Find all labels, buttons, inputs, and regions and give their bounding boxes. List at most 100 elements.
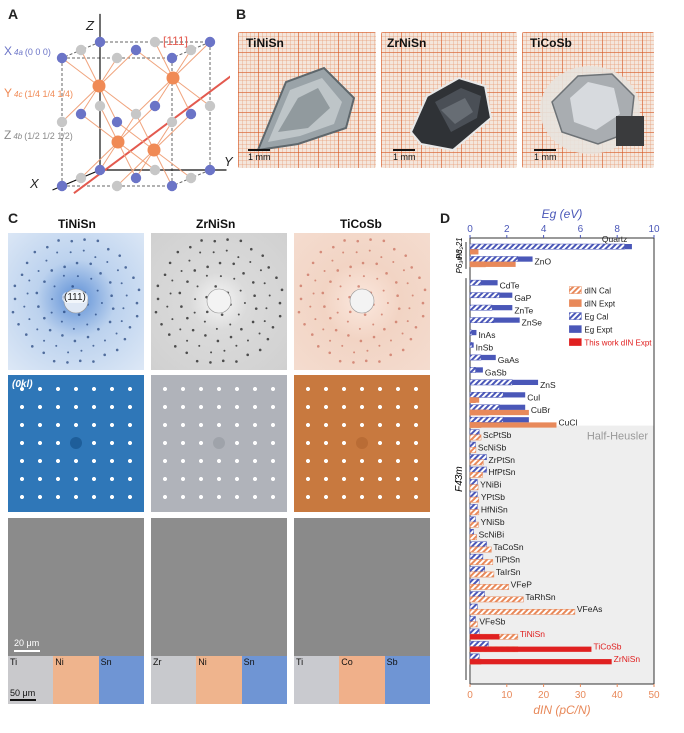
z-site-atom (94, 100, 106, 112)
eds-map-ni: Ni (53, 656, 99, 704)
bar-eg-cal (469, 454, 487, 461)
bar-d-cal (469, 484, 479, 491)
top-tick-label: 6 (578, 224, 584, 235)
eds-map-zr: Zr (151, 656, 197, 704)
bar-eg-cal (469, 429, 480, 436)
z-site-atom (149, 36, 161, 48)
z-site-atom (75, 172, 87, 184)
bar-eg-cal (469, 441, 476, 448)
x-site-atom (149, 100, 161, 112)
diffraction-pattern-tinisn: (0kl) (8, 375, 144, 512)
bar-eg-cal (469, 479, 478, 485)
eds-map-ti: Ti (8, 656, 54, 704)
top-tick-label: 10 (648, 224, 660, 235)
material-label: CuI (527, 392, 540, 402)
bar-eg-cal (469, 367, 476, 373)
material-label: ZnO (535, 257, 552, 267)
x-site-atom (94, 36, 106, 48)
sem-scale-line (14, 650, 40, 652)
site-coordinates: (1/2 1/2 1/2) (24, 131, 73, 141)
material-label: YNiBi (480, 480, 501, 490)
legend-entry: dIN Expt (584, 300, 615, 309)
bar-eg-cal (469, 304, 493, 311)
bar-d-expt (470, 646, 592, 652)
eds-map-sn: Sn (98, 656, 144, 704)
column-label: TiCoSb (340, 217, 382, 231)
eds-maps: Ti Ni Sn Zr Ni Sn Ti Co Sb (8, 656, 430, 704)
bar-eg-cal (469, 404, 500, 411)
photo-zrnisn: ZrNiSn 1 mm (381, 32, 517, 168)
direction-label: [111] (163, 34, 188, 48)
bar-eg-cal (469, 329, 473, 336)
bar-d-cal (469, 434, 482, 441)
bar-d-cal (469, 459, 484, 466)
material-label: VFeP (511, 579, 533, 589)
bar-d-cal (469, 534, 477, 540)
bar-eg-cal (469, 354, 482, 361)
diffraction-pattern-zrnisn (151, 375, 287, 512)
column-label: TiNiSn (58, 217, 96, 231)
site-wyckoff: 4b (13, 132, 23, 141)
x-site-atom (166, 180, 178, 192)
top-axis-label: Eg (eV) (542, 207, 583, 221)
material-label: ScNiSb (478, 442, 507, 452)
eds-element-label: Sn (100, 657, 112, 667)
material-label: GaAs (498, 355, 519, 365)
bottom-tick-label: 0 (467, 690, 473, 701)
bar-eg-cal (469, 342, 473, 348)
x-site-atom (185, 108, 197, 120)
bar-eg-cal (469, 553, 484, 560)
eds-map-co: Co (339, 656, 385, 704)
material-label: TaIrSn (496, 567, 521, 577)
bar-eg-cal (469, 603, 478, 610)
bar-eg-cal (469, 391, 504, 398)
material-label: GaSb (485, 368, 507, 378)
bar-eg-cal (469, 641, 489, 647)
bar-eg-cal (469, 243, 625, 250)
bottom-tick-label: 10 (501, 690, 513, 701)
bar-d-cal (469, 571, 495, 578)
x-site-atom (56, 52, 68, 64)
bottom-tick-label: 20 (538, 690, 550, 701)
bar-eg-cal (469, 279, 482, 286)
bar-eg-cal (469, 256, 519, 262)
material-label: CdTe (500, 280, 520, 290)
material-label: ZnSe (522, 318, 543, 328)
bar-eg-cal (469, 317, 495, 323)
eds-scale-line (10, 699, 36, 701)
bar-d-expt (470, 634, 500, 640)
bar-d-expt (470, 659, 612, 665)
bar-eg-cal (469, 504, 478, 510)
column-label: ZrNiSn (196, 217, 236, 231)
z-site-atom (185, 172, 197, 184)
material-label: HfPtSn (489, 467, 516, 477)
site-symbol: X (4, 44, 13, 58)
space-group-label: P6₃mc (455, 250, 464, 274)
z-site-atom (111, 52, 123, 64)
bar-d-cal (469, 608, 576, 615)
bar-d-cal (469, 559, 494, 565)
bar-eg-cal (469, 591, 485, 598)
bar-d-cal (469, 584, 509, 590)
material-label: TiCoSb (593, 642, 621, 652)
bar-eg-cal (469, 416, 504, 423)
diffraction-pattern-ticosb (294, 375, 430, 512)
crystal-label: TiNiSn (246, 36, 284, 50)
y-site-atom (111, 135, 125, 149)
bar-eg-cal (469, 566, 485, 573)
bottom-axis-label: dIN (pC/N) (533, 703, 590, 717)
piezo-bandgap-chart: Half-Heusler Quartz ZnO CdTe GaP ZnTe ZnSe InAs… (454, 207, 660, 717)
bar-d-expt (470, 249, 479, 255)
site-coordinates: (1/4 1/4 1/4) (24, 89, 73, 99)
bottom-tick-label: 50 (648, 690, 660, 701)
bar-d-cal (469, 509, 480, 516)
x-site-atom (94, 164, 106, 176)
material-label: HfNiSn (481, 505, 508, 515)
material-label: ZrPtSn (489, 455, 516, 465)
bar-eg-cal (469, 466, 487, 473)
bar-eg-cal (469, 379, 513, 386)
bar-d-expt (470, 422, 557, 428)
bar-eg-expt (470, 280, 498, 286)
panel-c-letter: C (8, 210, 19, 226)
top-tick-label: 0 (467, 224, 473, 235)
